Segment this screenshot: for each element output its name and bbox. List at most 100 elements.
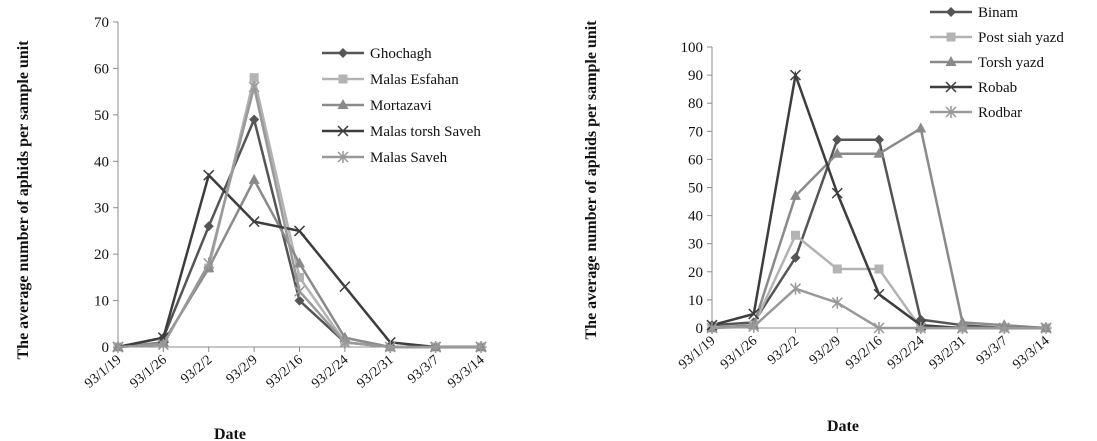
legend-marker xyxy=(337,151,349,163)
y-tick-label: 70 xyxy=(688,124,703,140)
y-tick-label: 0 xyxy=(102,340,110,356)
data-point xyxy=(294,257,305,268)
legend-item: Malas Saveh xyxy=(322,150,448,166)
data-point xyxy=(203,169,215,181)
data-point xyxy=(957,316,968,327)
x-tick-label: 93/2/2 xyxy=(178,353,215,387)
y-tick-label: 60 xyxy=(688,152,703,168)
series-line xyxy=(711,233,1046,330)
chart-left: The average number of aphids per sample … xyxy=(15,15,488,441)
legend-marker xyxy=(945,81,957,93)
x-tick-label: 93/2/16 xyxy=(843,334,885,373)
x-tick-label: 93/3/7 xyxy=(974,334,1011,368)
data-point xyxy=(789,69,802,81)
legend-label: Rodbar xyxy=(978,105,1022,121)
x-tick-label: 93/1/19 xyxy=(676,334,718,373)
y-tick-label: 20 xyxy=(688,265,703,281)
legend-marker xyxy=(337,99,349,109)
legend-item: Rodbar xyxy=(930,105,1022,121)
y-tick-label: 10 xyxy=(94,294,109,310)
data-point xyxy=(832,264,842,274)
data-point xyxy=(248,216,260,228)
data-point xyxy=(831,296,843,309)
x-axis-title: Date xyxy=(214,426,246,441)
legend-marker xyxy=(946,7,956,17)
x-tick-label: 93/3/14 xyxy=(445,353,487,392)
data-point xyxy=(791,230,800,240)
data-point xyxy=(293,285,306,298)
data-point xyxy=(203,257,215,270)
legend-item: Binam xyxy=(930,5,1018,21)
legend-item: Ghochagh xyxy=(322,46,432,62)
legend-label: Robab xyxy=(978,80,1017,96)
y-tick-label: 70 xyxy=(94,15,109,31)
y-tick-label: 30 xyxy=(94,201,109,217)
data-point xyxy=(339,336,351,349)
legend-item: Mortazavi xyxy=(322,98,432,114)
y-tick-label: 40 xyxy=(688,209,703,225)
series-binam xyxy=(707,134,1051,333)
series-line xyxy=(711,126,1047,330)
data-point xyxy=(790,189,801,200)
data-point xyxy=(248,81,260,93)
data-point xyxy=(203,221,214,232)
data-point xyxy=(293,225,306,237)
legend-marker xyxy=(945,106,957,118)
data-point xyxy=(873,288,885,300)
y-tick-label: 100 xyxy=(681,40,704,56)
legend-marker xyxy=(338,74,348,84)
data-point xyxy=(998,322,1010,334)
data-point xyxy=(249,114,260,125)
y-tick-label: 50 xyxy=(688,181,703,197)
data-point xyxy=(832,134,843,145)
data-point xyxy=(706,322,718,334)
data-point xyxy=(294,295,305,306)
series-rodbar xyxy=(706,282,1052,334)
legend-item: Post siah yazd xyxy=(930,30,1064,46)
y-tick-label: 20 xyxy=(94,247,109,263)
data-point xyxy=(874,134,884,145)
series-malas-saveh xyxy=(112,81,487,353)
legend-label: Post siah yazd xyxy=(978,30,1064,46)
x-tick-label: 93/2/24 xyxy=(885,334,927,373)
data-point xyxy=(748,308,760,320)
legend: Binam Post siah yazd Torsh yazd Robab Rodbar xyxy=(930,5,1064,121)
y-axis-title: The average number of aphids per sample … xyxy=(583,20,600,340)
legend-item: Torsh yazd xyxy=(930,55,1045,71)
data-point xyxy=(873,322,885,334)
legend: Ghochagh Malas Esfahan Mortazavi Malas tors… xyxy=(322,46,481,166)
legend-label: Mortazavi xyxy=(370,98,432,114)
legend-label: Binam xyxy=(978,5,1018,21)
data-point xyxy=(748,320,760,333)
legend-item: Malas torsh Saveh xyxy=(322,124,481,140)
x-tick-label: 93/3/7 xyxy=(405,353,442,387)
data-point xyxy=(249,73,259,83)
data-point xyxy=(112,341,124,353)
y-tick-label: 30 xyxy=(688,237,703,253)
x-axis-title: Date xyxy=(827,418,859,435)
data-point xyxy=(915,322,927,334)
data-point xyxy=(789,282,802,295)
y-tick-label: 40 xyxy=(94,154,109,170)
data-point xyxy=(430,341,442,353)
x-tick-label: 93/2/16 xyxy=(264,353,306,392)
x-tick-label: 93/1/26 xyxy=(718,334,760,373)
legend-label: Ghochagh xyxy=(370,46,432,62)
data-point xyxy=(157,338,169,351)
x-tick-label: 93/1/19 xyxy=(82,353,124,392)
data-point xyxy=(248,173,260,184)
legend-label: Torsh yazd xyxy=(978,55,1045,71)
legend-marker xyxy=(337,125,349,137)
y-axis-title: The average number of aphids per sample … xyxy=(15,40,32,360)
data-point xyxy=(915,122,927,133)
legend-marker xyxy=(946,32,956,42)
x-tick-label: 93/2/31 xyxy=(927,334,969,373)
legend-label: Malas torsh Saveh xyxy=(370,124,481,140)
legend-marker xyxy=(338,48,348,58)
x-tick-label: 93/2/9 xyxy=(224,353,261,387)
x-tick-label: 93/2/9 xyxy=(807,334,844,368)
y-tick-label: 0 xyxy=(696,321,704,337)
series-torsh-yazd xyxy=(706,122,1052,332)
legend-item: Robab xyxy=(930,80,1017,96)
y-tick-label: 50 xyxy=(94,108,109,124)
